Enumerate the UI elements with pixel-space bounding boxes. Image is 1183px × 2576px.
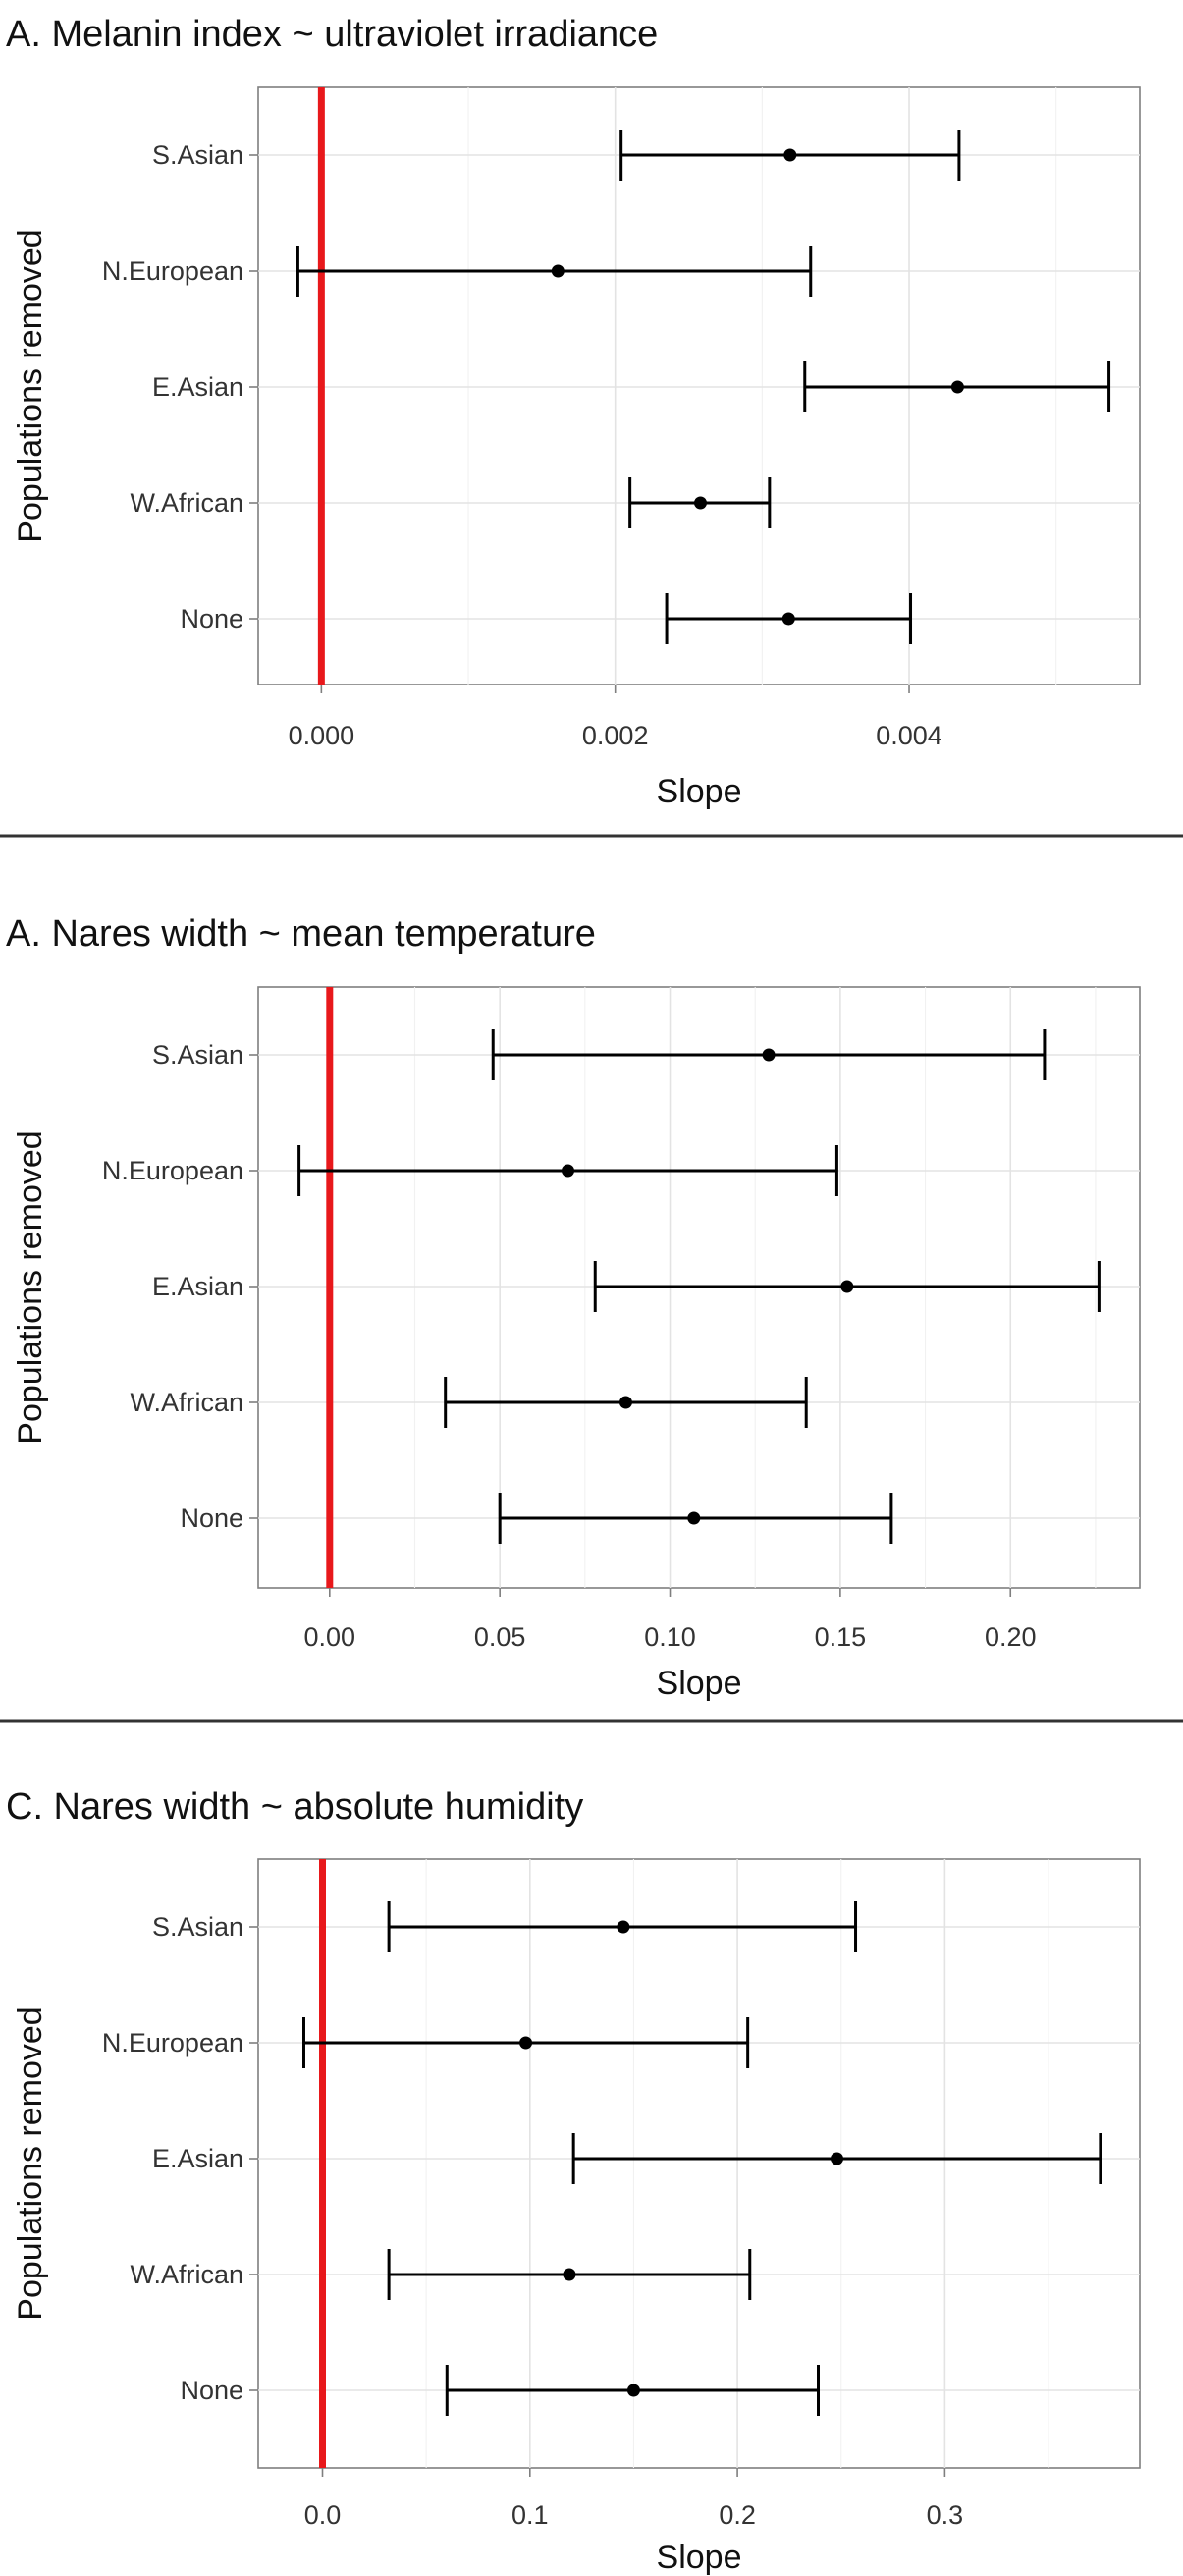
estimate-point xyxy=(762,1048,776,1062)
x-tick-label: 0.20 xyxy=(985,1622,1037,1652)
y-axis-label: Populations removed xyxy=(12,1130,49,1444)
chart-panel: A. Melanin index ~ ultraviolet irradianc… xyxy=(6,14,1141,810)
y-tick-label: N.European xyxy=(102,1156,243,1185)
chart-title: A. Nares width ~ mean temperature xyxy=(6,913,596,955)
estimate-point xyxy=(519,2036,533,2050)
estimate-point xyxy=(551,264,565,278)
estimate-point xyxy=(781,612,795,626)
x-tick-label: 0.2 xyxy=(719,2500,756,2530)
x-tick-label: 0.3 xyxy=(927,2500,964,2530)
y-tick-label: None xyxy=(180,604,243,633)
estimate-point xyxy=(950,380,964,394)
x-tick-label: 0.0 xyxy=(304,2500,342,2530)
y-tick-label: None xyxy=(180,2376,243,2405)
y-axis-label: Populations removed xyxy=(12,2006,49,2320)
x-axis-label: Slope xyxy=(657,773,742,810)
x-tick-label: 0.10 xyxy=(644,1622,696,1652)
y-tick-label: W.African xyxy=(130,488,243,518)
estimate-point xyxy=(687,1511,701,1525)
x-tick-label: 0.002 xyxy=(582,721,649,750)
y-tick-label: W.African xyxy=(130,1388,243,1417)
chart-panel: A. Nares width ~ mean temperature S.Asian… xyxy=(6,913,1141,1702)
x-tick-label: 0.1 xyxy=(511,2500,549,2530)
chart-panel: C. Nares width ~ absolute humidity S.Asia… xyxy=(6,1786,1141,2576)
estimate-point xyxy=(693,496,707,510)
y-tick-label: E.Asian xyxy=(152,1272,243,1301)
estimate-point xyxy=(617,1920,630,1934)
y-tick-label: S.Asian xyxy=(152,1040,243,1069)
x-tick-label: 0.00 xyxy=(304,1622,356,1652)
x-tick-label: 0.000 xyxy=(289,721,355,750)
y-tick-label: S.Asian xyxy=(152,140,243,170)
y-tick-label: E.Asian xyxy=(152,372,243,402)
estimate-point xyxy=(831,2152,844,2165)
estimate-point xyxy=(563,2268,576,2281)
y-axis-label: Populations removed xyxy=(12,229,49,542)
estimate-point xyxy=(618,1396,632,1409)
y-tick-label: None xyxy=(180,1504,243,1533)
estimate-point xyxy=(783,148,797,162)
y-tick-label: N.European xyxy=(102,256,243,286)
x-tick-label: 0.05 xyxy=(474,1622,526,1652)
x-tick-label: 0.15 xyxy=(815,1622,867,1652)
y-tick-label: W.African xyxy=(130,2260,243,2289)
chart-title: A. Melanin index ~ ultraviolet irradianc… xyxy=(6,14,658,55)
y-tick-label: S.Asian xyxy=(152,1912,243,1942)
chart-panels: A. Melanin index ~ ultraviolet irradianc… xyxy=(6,14,1141,2576)
plot-area xyxy=(257,1858,1141,2469)
chart-title: C. Nares width ~ absolute humidity xyxy=(6,1786,583,1828)
y-tick-label: E.Asian xyxy=(152,2144,243,2173)
estimate-point xyxy=(626,2384,640,2397)
estimate-point xyxy=(840,1280,854,1293)
x-axis-label: Slope xyxy=(657,1665,742,1702)
x-axis-label: Slope xyxy=(657,2539,742,2576)
y-tick-label: N.European xyxy=(102,2028,243,2057)
estimate-point xyxy=(562,1164,575,1178)
x-tick-label: 0.004 xyxy=(876,721,942,750)
